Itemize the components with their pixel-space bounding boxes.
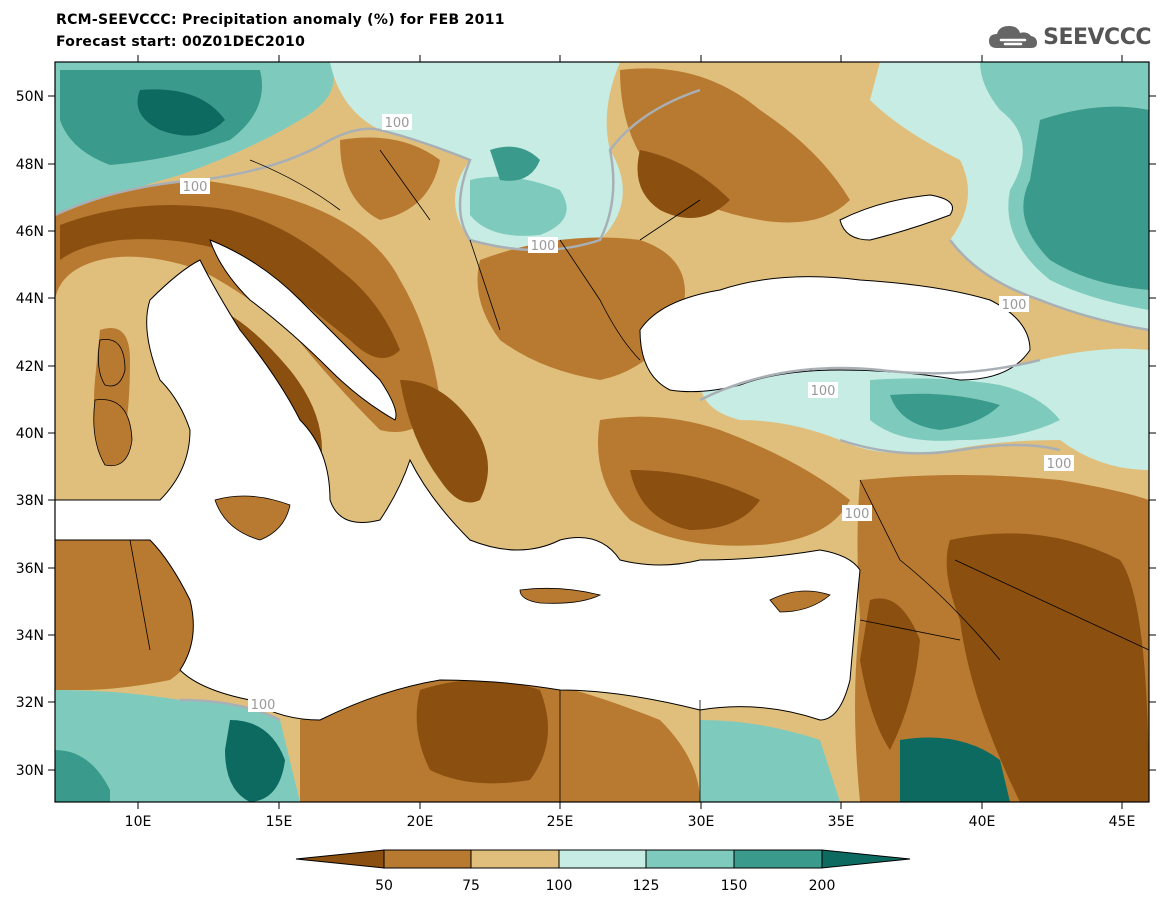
legend-level-label: 125 (633, 878, 660, 894)
wet-zone-hungary (470, 176, 567, 236)
legend-level-label: 100 (546, 878, 573, 894)
x-tick-label: 40E (969, 814, 996, 830)
wet-zone-egypt (700, 720, 840, 802)
x-tick-label: 45E (1109, 814, 1136, 830)
contour-label: 100 (808, 382, 838, 399)
y-tick-label: 44N (16, 291, 44, 307)
x-tick-label: 35E (828, 814, 855, 830)
y-tick-label: 50N (16, 89, 44, 105)
wet-core-sinai-east (900, 737, 1010, 802)
contour-label: 100 (248, 696, 278, 713)
wet-core-anatolia (890, 393, 1000, 430)
sea-of-azov (839, 194, 953, 241)
x-tick-label: 10E (125, 814, 152, 830)
dry-core-levant (860, 598, 920, 750)
dry-core-greece (400, 380, 488, 503)
map-frame (54, 61, 1150, 803)
legend-level-label: 150 (721, 878, 748, 894)
x-tick-label: 15E (266, 814, 293, 830)
contour-label: 100 (999, 296, 1029, 313)
adriatic-sea (209, 239, 397, 421)
legend-swatch (295, 849, 385, 869)
legend-swatch (645, 849, 735, 869)
crete (519, 587, 602, 604)
y-tick-label: 30N (16, 763, 44, 779)
svg-text:100: 100 (183, 180, 208, 195)
y-tick-label: 34N (16, 628, 44, 644)
dry-core-alps (60, 205, 400, 358)
mediterranean-sea (55, 259, 861, 721)
dry-core-anatolia-south (630, 470, 760, 530)
svg-text:100: 100 (385, 116, 410, 131)
x-tick-label: 30E (688, 814, 715, 830)
contour-label: 100 (842, 505, 872, 522)
sardinia (93, 399, 133, 467)
country-borders (129, 149, 1149, 802)
contour-100-line (55, 88, 1149, 722)
map-title: RCM-SEEVCCC: Precipitation anomaly (%) f… (56, 12, 505, 28)
y-tick-label: 40N (16, 426, 44, 442)
y-tick-label: 32N (16, 695, 44, 711)
y-tick-label: 48N (16, 157, 44, 173)
dry-zone-romania (477, 237, 685, 380)
y-axis: 50N 48N 46N 44N 42N 40N 38N 36N 34N 32N 30N (16, 89, 1156, 779)
legend-level-label: 200 (809, 878, 836, 894)
svg-text:100: 100 (531, 239, 556, 254)
map-subtitle: Forecast start: 00Z01DEC2010 (56, 34, 306, 50)
svg-text:100: 100 (811, 384, 836, 399)
svg-text:100: 100 (1047, 457, 1072, 472)
contour-labels: 100 100 100 100 100 100 100 100 (180, 114, 1074, 713)
y-tick-label: 42N (16, 359, 44, 375)
legend-swatch (470, 849, 560, 869)
contour-label: 100 (382, 114, 412, 131)
svg-text:100: 100 (1002, 298, 1027, 313)
legend-level-label: 50 (375, 878, 393, 894)
svg-text:100: 100 (845, 507, 870, 522)
legend-level-label: 75 (462, 878, 480, 894)
dry-core-ukraine (637, 150, 730, 218)
dry-core-libya (416, 680, 548, 784)
color-legend: 50 75 100 125 150 200 (295, 849, 911, 894)
seevccc-logo: SEEVCCC (987, 22, 1151, 52)
legend-swatch (558, 849, 647, 869)
y-tick-label: 38N (16, 493, 44, 509)
wet-zone-southwest-corner (55, 750, 110, 802)
wet-core-hungary (490, 146, 540, 181)
contour-label: 100 (180, 178, 210, 195)
cloud-logo-icon (989, 26, 1038, 48)
svg-text:100: 100 (251, 698, 276, 713)
sicily (214, 495, 291, 541)
y-tick-label: 46N (16, 224, 44, 240)
x-tick-label: 20E (407, 814, 434, 830)
legend-swatch (733, 849, 823, 869)
wet-core-libya-west (225, 720, 285, 802)
dry-core-arabia (946, 533, 1149, 802)
corsica (97, 338, 126, 387)
x-axis: 10E 15E 20E 25E 30E 35E 40E 45E (125, 55, 1136, 830)
wet-core-northeast (1023, 106, 1149, 291)
cyprus (769, 590, 831, 613)
contour-label: 100 (528, 237, 558, 254)
wet-max-northwest (137, 89, 225, 136)
x-tick-label: 25E (547, 814, 574, 830)
y-tick-label: 36N (16, 561, 44, 577)
legend-swatch (821, 849, 911, 869)
map-fields (55, 62, 1149, 802)
contour-label: 100 (1044, 455, 1074, 472)
logo-text: SEEVCCC (1043, 24, 1151, 50)
legend-swatch (383, 849, 472, 869)
